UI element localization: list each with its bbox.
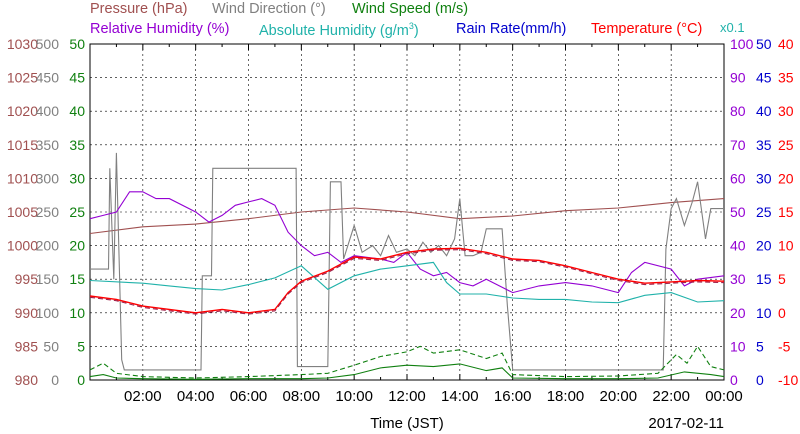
wind-direction-tick-label: 400 [36,103,60,119]
relative-humidity-tick-label: 90 [730,70,746,86]
wind-direction-tick-label: 100 [36,305,60,321]
rain-rate-tick-label: 10 [756,305,772,321]
pressure-tick-label: 1025 [7,70,38,86]
relative-humidity-tick-label: 30 [730,271,746,287]
x-tick-label: 20:00 [600,388,638,405]
wind-speed-tick-label: 45 [69,70,85,86]
wind-speed-tick-label: 25 [69,204,85,220]
header-wind-direction: Wind Direction (°) [212,1,326,17]
temperature-tick-label: 15 [778,204,794,220]
series-line-pressure [89,198,725,235]
rain-rate-tick-label: 50 [756,36,772,52]
header-x01: x0.1 [720,20,745,35]
rain-rate-tick-label: 25 [756,204,772,220]
header-absolute-humidity: Absolute Humidity (g/m3) [259,21,419,39]
wind-direction-tick-label: 50 [43,338,59,354]
wind-speed-tick-label: 15 [69,271,85,287]
temperature-tick-label: 5 [778,271,786,287]
header-rain-rate: Rain Rate(mm/h) [456,21,567,37]
rain-rate-tick-label: 15 [756,271,772,287]
x-tick-label: 10:00 [335,388,373,405]
pressure-tick-label: 990 [15,305,39,321]
wind-speed-tick-label: 20 [69,238,85,254]
temperature-tick-label: 30 [778,103,794,119]
pressure-tick-label: 1020 [7,103,38,119]
date-label: 2017-02-11 [648,415,724,432]
wind-speed-tick-label: 35 [69,137,85,153]
wind-speed-tick-label: 5 [77,338,85,354]
temperature-tick-label: 10 [778,238,794,254]
x-tick-label: 22:00 [652,388,690,405]
relative-humidity-tick-label: 40 [730,238,746,254]
wind-direction-tick-label: 0 [51,372,59,388]
rain-rate-tick-label: 20 [756,238,772,254]
pressure-tick-label: 1030 [7,36,38,52]
rain-rate-tick-label: 0 [756,372,764,388]
x-tick-label: 08:00 [283,388,321,405]
temperature-tick-label: -10 [778,372,798,388]
header-temperature: Temperature (°C) [591,21,703,37]
absolute-humidity-superscript: 3 [408,21,414,31]
wind-direction-tick-label: 200 [36,238,60,254]
pressure-tick-label: 995 [15,271,39,287]
relative-humidity-tick-label: 0 [730,372,738,388]
relative-humidity-tick-label: 60 [730,170,746,186]
wind-speed-tick-label: 40 [69,103,85,119]
temperature-tick-label: -5 [778,338,791,354]
wind-speed-tick-label: 10 [69,305,85,321]
relative-humidity-tick-label: 100 [730,36,754,52]
series-line-wind-speed-avg [89,363,725,380]
series-line-absolute-humidity [89,261,725,304]
rain-rate-tick-label: 45 [756,70,772,86]
x-tick-label: 04:00 [177,388,215,405]
x-tick-label: 02:00 [124,388,162,405]
wind-direction-tick-label: 450 [36,70,60,86]
x-tick-label: 14:00 [441,388,479,405]
x-tick-label: 12:00 [388,388,426,405]
x-tick-label: 16:00 [494,388,532,405]
relative-humidity-tick-label: 70 [730,137,746,153]
temperature-tick-label: 25 [778,137,794,153]
relative-humidity-tick-label: 80 [730,103,746,119]
temperature-tick-label: 35 [778,70,794,86]
temperature-tick-label: 40 [778,36,794,52]
x-tick-label: 06:00 [230,388,268,405]
wind-speed-tick-label: 30 [69,170,85,186]
relative-humidity-tick-label: 10 [730,338,746,354]
rain-rate-tick-label: 35 [756,137,772,153]
temperature-tick-label: 20 [778,170,794,186]
pressure-tick-label: 1015 [7,137,38,153]
rain-rate-tick-label: 30 [756,170,772,186]
series-line-wind-speed-gust [89,345,725,379]
temperature-tick-label: 0 [778,305,786,321]
header-pressure: Pressure (hPa) [90,1,188,17]
series-line-dewpoint [89,249,725,315]
pressure-tick-label: 980 [15,372,39,388]
header-relative-humidity: Relative Humidity (%) [90,21,230,37]
relative-humidity-tick-label: 50 [730,204,746,220]
wind-direction-tick-label: 500 [36,36,60,52]
pressure-tick-label: 1010 [7,170,38,186]
rain-rate-tick-label: 5 [756,338,764,354]
relative-humidity-tick-label: 20 [730,305,746,321]
x-tick-label: 00:00 [705,388,743,405]
absolute-humidity-label: Absolute Humidity (g/m [259,22,409,39]
wind-speed-tick-label: 50 [69,36,85,52]
rain-rate-tick-label: 40 [756,103,772,119]
x-axis-label: Time (JST) [370,415,444,432]
x-tick-label: 18:00 [547,388,585,405]
pressure-tick-label: 1005 [7,204,38,220]
wind-speed-tick-label: 0 [77,372,85,388]
header-wind-speed: Wind Speed (m/s) [352,1,469,17]
absolute-humidity-close: ) [413,22,419,39]
series-line-temperature [89,247,725,314]
pressure-tick-label: 985 [15,338,39,354]
pressure-tick-label: 1000 [7,238,38,254]
wind-direction-tick-label: 250 [36,204,60,220]
wind-direction-tick-label: 150 [36,271,60,287]
wind-direction-tick-label: 300 [36,170,60,186]
wind-direction-tick-label: 350 [36,137,60,153]
